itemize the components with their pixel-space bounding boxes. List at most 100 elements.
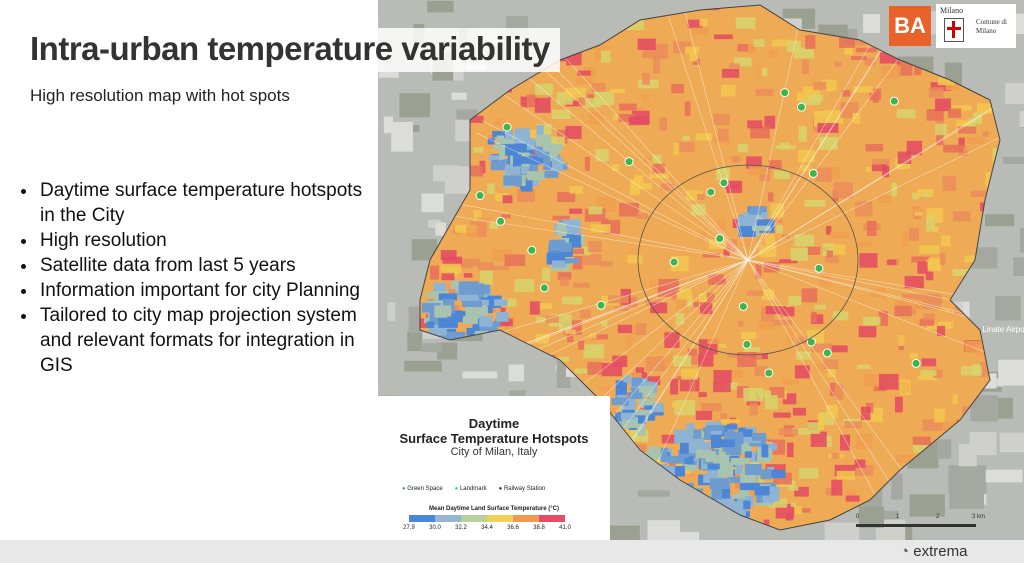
heat-patch bbox=[922, 419, 943, 431]
cool-patch bbox=[744, 451, 752, 458]
heat-patch bbox=[738, 320, 744, 327]
heat-patch bbox=[804, 199, 826, 207]
heat-patch bbox=[964, 255, 976, 263]
heat-patch bbox=[911, 256, 931, 263]
cool-patch bbox=[716, 499, 730, 508]
cool-patch bbox=[615, 380, 627, 395]
cool-patch bbox=[648, 446, 660, 454]
satellite-patch bbox=[411, 239, 437, 261]
cool-patch bbox=[681, 464, 697, 471]
heat-patch bbox=[675, 313, 685, 325]
heat-patch bbox=[637, 38, 656, 50]
cool-patch bbox=[678, 449, 689, 458]
heat-patch bbox=[814, 304, 826, 310]
heat-patch bbox=[595, 149, 609, 162]
heat-patch bbox=[493, 118, 502, 127]
cool-patch bbox=[705, 451, 717, 462]
tick-label: 27.9 bbox=[403, 525, 415, 531]
heat-patch bbox=[855, 241, 872, 247]
green-pin bbox=[738, 301, 748, 311]
legend-icons: ● Green Space ● Landmark ● Railway Stati… bbox=[402, 486, 545, 492]
heat-patch bbox=[811, 343, 832, 353]
satellite-patch bbox=[427, 0, 454, 13]
heat-patch bbox=[823, 435, 832, 442]
heat-patch bbox=[773, 319, 793, 326]
heat-patch bbox=[757, 321, 775, 330]
green-pin bbox=[527, 245, 537, 255]
heat-patch bbox=[768, 49, 778, 59]
heat-patch bbox=[831, 479, 843, 496]
cool-patch bbox=[506, 164, 517, 175]
cool-patch bbox=[562, 219, 581, 234]
heat-patch bbox=[684, 101, 691, 116]
heat-patch bbox=[895, 454, 914, 463]
green-pin bbox=[624, 157, 634, 167]
heat-patch bbox=[691, 203, 706, 216]
heat-patch bbox=[813, 81, 827, 91]
heat-patch bbox=[787, 442, 794, 458]
color-bar bbox=[409, 515, 565, 522]
heat-patch bbox=[641, 93, 650, 101]
heat-patch bbox=[529, 301, 540, 315]
legend-title: Daytime bbox=[468, 416, 520, 431]
heat-patch bbox=[909, 352, 918, 359]
heat-patch bbox=[713, 34, 733, 40]
heat-patch bbox=[708, 239, 729, 249]
heat-patch bbox=[935, 123, 948, 136]
cool-patch bbox=[496, 311, 509, 322]
heat-patch bbox=[579, 309, 591, 319]
green-pin bbox=[539, 283, 549, 293]
heat-patch bbox=[558, 356, 570, 362]
satellite-patch bbox=[824, 522, 860, 540]
heat-patch bbox=[939, 252, 946, 265]
heat-patch bbox=[673, 41, 691, 54]
heat-patch bbox=[958, 137, 965, 150]
road bbox=[747, 102, 1000, 261]
road bbox=[499, 91, 749, 261]
heat-patch bbox=[573, 282, 590, 288]
heat-patch bbox=[923, 191, 929, 198]
heat-patch bbox=[697, 194, 705, 201]
cool-patch bbox=[761, 444, 769, 458]
heat-patch bbox=[923, 313, 936, 321]
heat-patch bbox=[798, 508, 811, 513]
heat-patch bbox=[830, 231, 850, 239]
heat-patch bbox=[852, 112, 861, 124]
green-pin bbox=[814, 263, 824, 273]
heat-patch bbox=[514, 278, 535, 293]
cool-patch bbox=[479, 316, 493, 327]
heat-patch bbox=[792, 407, 806, 416]
cool-patch bbox=[732, 493, 745, 499]
heat-patch bbox=[566, 248, 585, 255]
heat-patch bbox=[754, 366, 769, 376]
heat-patch bbox=[601, 362, 623, 377]
heat-patch bbox=[782, 379, 800, 385]
heat-patch bbox=[859, 253, 878, 268]
cool-patch bbox=[756, 490, 763, 503]
cool-patch bbox=[526, 171, 545, 181]
cool-patch bbox=[434, 305, 452, 318]
heat-patch bbox=[970, 190, 992, 198]
heat-patch bbox=[517, 188, 535, 203]
heat-patch bbox=[501, 214, 511, 219]
heat-patch bbox=[926, 297, 943, 305]
heat-patch bbox=[869, 88, 882, 101]
cool-patch bbox=[652, 402, 664, 413]
heat-patch bbox=[695, 133, 713, 141]
road bbox=[534, 48, 749, 261]
heat-patch bbox=[912, 192, 919, 200]
heat-patch bbox=[895, 299, 913, 309]
heat-patch bbox=[856, 47, 877, 53]
heat-patch bbox=[767, 192, 774, 202]
satellite-patch bbox=[609, 525, 640, 540]
heat-patch bbox=[966, 137, 985, 145]
heat-patch bbox=[822, 243, 834, 257]
satellite-patch bbox=[876, 510, 899, 522]
heat-patch bbox=[863, 374, 884, 387]
satellite-patch bbox=[451, 333, 483, 342]
heat-patch bbox=[763, 261, 780, 273]
cool-patch bbox=[684, 456, 694, 464]
heat-patch bbox=[764, 115, 776, 129]
heat-patch bbox=[588, 206, 603, 215]
cool-patch bbox=[487, 138, 495, 145]
